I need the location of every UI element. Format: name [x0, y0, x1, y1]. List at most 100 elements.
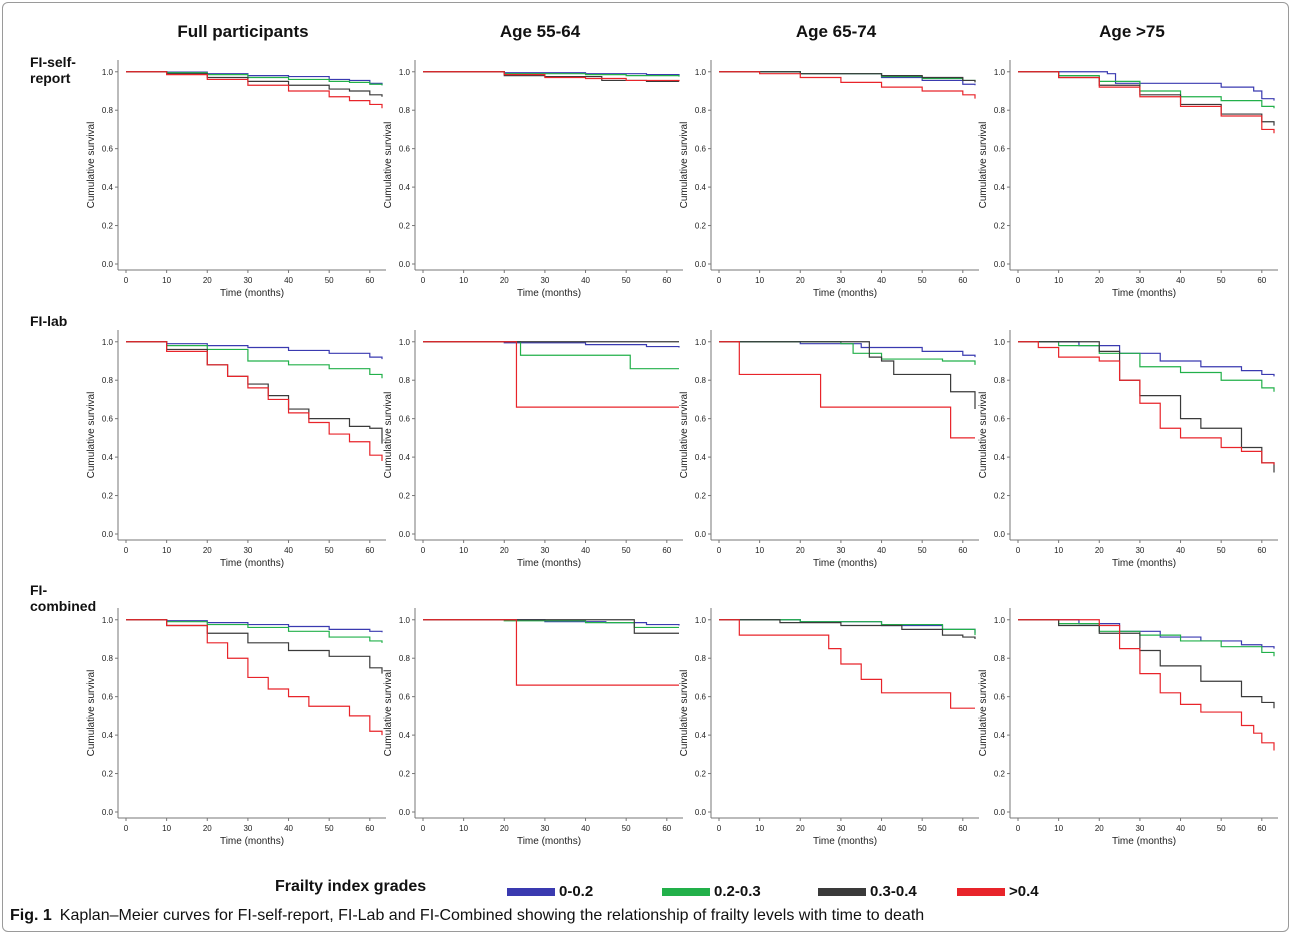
y-tick-label: 0.0 — [102, 808, 114, 817]
x-tick-label: 50 — [325, 546, 334, 555]
legend-label: 0-0.2 — [559, 883, 594, 900]
x-tick-label: 30 — [243, 546, 252, 555]
y-tick-label: 0.2 — [994, 492, 1006, 501]
km-curve-0-3-0-4 — [1018, 619, 1275, 709]
x-tick-label: 60 — [958, 276, 967, 285]
x-tick-label: 0 — [124, 276, 129, 285]
y-tick-label: 0.4 — [695, 183, 707, 192]
y-tick-label: 0.8 — [994, 106, 1006, 115]
y-tick-label: 0.6 — [994, 145, 1006, 154]
legend-item-1: 0.2-0.3 — [662, 883, 761, 900]
km-curve--0-4 — [1018, 619, 1275, 751]
x-tick-label: 20 — [203, 824, 212, 833]
km-curve-0-2-0-3 — [1018, 71, 1275, 109]
legend-label: 0.2-0.3 — [714, 883, 761, 900]
y-tick-label: 1.0 — [399, 68, 411, 77]
y-tick-label: 1.0 — [695, 616, 707, 625]
x-tick-label: 10 — [755, 546, 764, 555]
y-tick-label: 0.6 — [695, 693, 707, 702]
y-axis-label: Cumulative survival — [978, 670, 989, 757]
y-tick-label: 0.4 — [102, 453, 114, 462]
caption-text: Kaplan–Meier curves for FI-self-report, … — [59, 907, 925, 924]
km-curve--0-4 — [126, 71, 383, 109]
y-tick-label: 0.4 — [399, 731, 411, 740]
km-curve-0-3-0-4 — [719, 341, 976, 410]
y-axis-label: Cumulative survival — [679, 392, 690, 479]
x-tick-label: 30 — [836, 824, 845, 833]
x-tick-label: 60 — [958, 546, 967, 555]
y-tick-label: 0.0 — [994, 530, 1006, 539]
y-tick-label: 0.2 — [399, 770, 411, 779]
column-title-65-74: Age 65-74 — [795, 22, 877, 41]
x-tick-label: 60 — [365, 824, 374, 833]
y-tick-label: 1.0 — [399, 616, 411, 625]
y-tick-label: 0.2 — [102, 222, 114, 231]
x-tick-label: 40 — [284, 276, 293, 285]
y-tick-label: 0.8 — [695, 106, 707, 115]
km-curve-0-2-0-3 — [719, 341, 976, 365]
x-tick-label: 20 — [796, 546, 805, 555]
km-curve--0-4 — [719, 619, 975, 709]
y-tick-label: 1.0 — [994, 616, 1006, 625]
km-curve--0-4 — [1018, 341, 1275, 465]
y-axis-label: Cumulative survival — [383, 122, 394, 209]
x-tick-label: 0 — [1016, 276, 1021, 285]
y-tick-label: 0.0 — [994, 260, 1006, 269]
km-curve-0-3-0-4 — [719, 71, 976, 83]
x-tick-label: 20 — [500, 546, 509, 555]
km-curve-0-2-0-3 — [126, 71, 383, 86]
km-curve--0-4 — [423, 341, 679, 408]
y-tick-label: 0.8 — [399, 654, 411, 663]
legend-swatch — [507, 887, 555, 896]
legend-swatch — [818, 887, 866, 896]
x-axis-label: Time (months) — [1112, 288, 1176, 299]
legend-swatch — [957, 887, 1005, 896]
y-tick-label: 1.0 — [102, 616, 114, 625]
y-tick-label: 0.0 — [695, 530, 707, 539]
x-tick-label: 60 — [1257, 824, 1266, 833]
x-tick-label: 50 — [1217, 276, 1226, 285]
x-tick-label: 40 — [284, 546, 293, 555]
x-tick-label: 50 — [918, 824, 927, 833]
x-tick-label: 40 — [1176, 546, 1185, 555]
x-axis-label: Time (months) — [220, 288, 284, 299]
x-tick-label: 0 — [421, 824, 426, 833]
x-tick-label: 20 — [1095, 276, 1104, 285]
x-tick-label: 10 — [755, 824, 764, 833]
x-tick-label: 10 — [459, 276, 468, 285]
x-tick-label: 0 — [717, 546, 722, 555]
x-tick-label: 50 — [1217, 824, 1226, 833]
y-axis-label: Cumulative survival — [86, 392, 97, 479]
y-tick-label: 0.8 — [399, 376, 411, 385]
figure-caption: Fig. 1 Kaplan–Meier curves for FI-self-re… — [10, 907, 924, 925]
column-title-55-64: Age 55-64 — [499, 22, 581, 41]
x-axis-label: Time (months) — [220, 558, 284, 569]
x-tick-label: 10 — [1054, 546, 1063, 555]
x-tick-label: 10 — [1054, 824, 1063, 833]
y-axis-label: Cumulative survival — [383, 670, 394, 757]
y-tick-label: 1.0 — [994, 338, 1006, 347]
x-tick-label: 60 — [662, 546, 671, 555]
y-tick-label: 1.0 — [102, 338, 114, 347]
x-axis-label: Time (months) — [813, 836, 877, 847]
y-tick-label: 0.2 — [994, 770, 1006, 779]
y-tick-label: 0.6 — [399, 145, 411, 154]
row-label-fi-combined: FI- combined — [30, 582, 97, 614]
y-tick-label: 1.0 — [994, 68, 1006, 77]
x-axis-label: Time (months) — [1112, 558, 1176, 569]
figure-number: Fig. 1 — [10, 907, 52, 924]
x-tick-label: 20 — [796, 824, 805, 833]
km-curve--0-4 — [719, 71, 976, 99]
x-tick-label: 20 — [500, 276, 509, 285]
km-curve--0-4 — [719, 341, 975, 439]
x-tick-label: 0 — [717, 276, 722, 285]
x-tick-label: 0 — [1016, 546, 1021, 555]
y-tick-label: 0.4 — [695, 453, 707, 462]
y-axis-label: Cumulative survival — [383, 392, 394, 479]
y-axis-label: Cumulative survival — [679, 122, 690, 209]
km-curve-0-3-0-4 — [1018, 71, 1275, 126]
km-curve-0-2-0-3 — [423, 619, 679, 629]
km-curve-0-3-0-4 — [423, 619, 679, 634]
km-curve-0-2-0-3 — [423, 341, 679, 370]
row-label-fi-self-report: FI-self- report — [30, 54, 76, 86]
